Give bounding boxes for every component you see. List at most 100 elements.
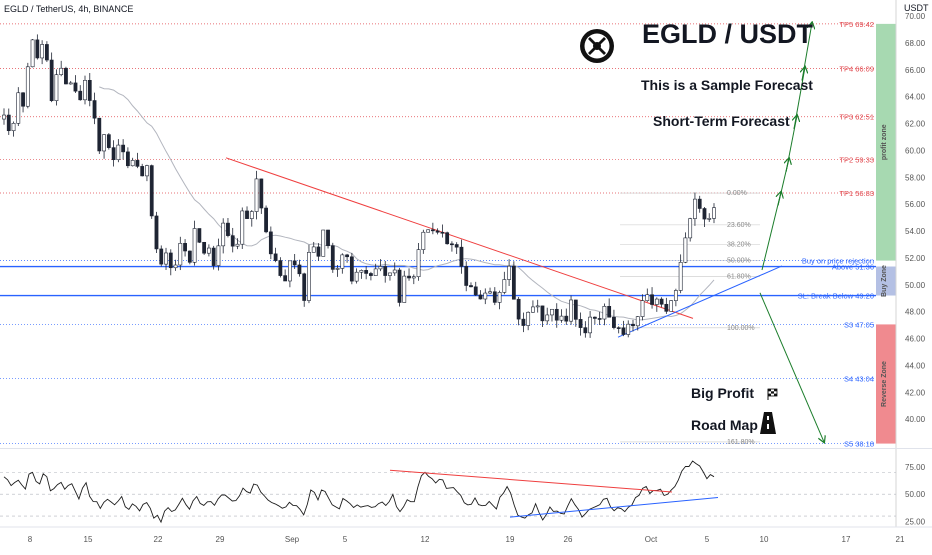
candle-body [616,327,621,329]
fib-label: 0.00% [727,190,747,197]
y-tick-label: 54.00 [905,227,926,236]
chart-title: EGLD / USDT [642,19,814,49]
candle-body [545,314,550,322]
level-label-sl-break-below-49-20: SL: Break Below 49.20 [798,292,874,301]
sample-forecast-label: This is a Sample Forecast [641,77,813,93]
candle-body [92,100,97,119]
zone-profit-zone [876,23,896,261]
x-tick-label: 5 [705,535,710,544]
candle-body [478,294,483,300]
candle-body [535,305,540,308]
x-tick-label: 21 [896,535,905,544]
currency-label: USDT [904,3,929,13]
candle-body [268,231,273,255]
candle-body [559,315,564,321]
candle-body [78,90,83,101]
fib-label: 161.80% [727,439,755,446]
candle-body [330,245,335,270]
candle-body [125,151,130,167]
chart-header: EGLD / TetherUS, 4h, BINANCE [4,4,133,14]
candle-body [87,80,92,101]
candle-body [354,271,359,282]
y-tick-label: 52.00 [905,254,926,263]
level-label-s3-47-05: S3 47.05 [844,320,874,329]
candle-body [264,207,268,233]
candle-body [373,268,378,276]
fib-label: 100.00% [727,325,755,332]
candle-body [206,247,211,254]
candle-body [659,298,664,305]
candle-body [569,299,573,322]
candle-body [683,237,688,263]
candle-body [693,198,697,219]
candle-body [159,248,164,265]
candle-body [35,39,40,59]
candle-body [297,264,302,275]
candle-body [640,300,645,317]
candle-body [21,92,25,107]
candle-body [392,269,397,274]
candle-body [602,306,607,320]
candle-body [283,275,288,282]
candle-body [430,229,435,232]
candle-body [531,306,535,313]
candle-body [573,299,578,320]
candle-body [192,228,197,263]
zone-buy-zone [876,266,896,296]
candle-body [64,67,68,85]
candle-body [550,308,554,316]
candle-body [30,39,35,68]
candle-body [435,230,440,233]
candle-body [364,270,369,274]
level-label-tp2-59-33: TP2 59.33 [839,155,874,164]
candle-body [187,250,192,263]
candle-body [230,235,235,247]
candle-body [612,316,616,328]
candle-body [626,323,631,335]
candle-body [669,300,674,312]
uptrend-line [617,265,783,338]
candle-body [178,243,183,266]
y-tick-label: 42.00 [905,388,926,397]
candle-body [102,134,106,152]
candle-body [378,266,383,270]
rsi-downtrend-line [389,469,673,493]
candle-body [454,244,459,248]
candle-body [149,165,154,217]
candle-body [307,252,311,301]
candle-body [135,160,140,167]
rsi-uptrend-line [509,497,719,518]
candle-body [421,231,426,250]
candle-body [249,211,254,219]
x-tick-label: 22 [154,535,163,544]
x-tick-label: Oct [645,535,658,544]
candle-body [540,305,545,322]
level-label-tp4-66-09: TP4 66.09 [839,65,874,74]
big-profit-label: Big Profit [691,385,754,401]
candle-body [635,316,640,327]
candle-body [97,117,102,152]
candle-body [511,265,516,300]
candle-body [440,231,445,234]
candle-body [83,80,87,101]
candle-body [6,114,11,132]
candle-body [25,66,30,107]
candle-body [592,316,597,319]
fib-label: 61.80% [727,273,751,280]
y-tick-label: 50.00 [905,281,926,290]
y-tick-label: 62.00 [905,120,926,129]
candle-body [226,222,230,236]
x-tick-label: 10 [760,535,769,544]
x-tick-label: 8 [28,535,33,544]
candle-body [235,243,240,247]
zone-label: profit zone [881,124,888,160]
candle-body [245,210,249,219]
level-label-above-51-36: Above 51.36 [832,263,874,272]
candle-body [59,67,64,75]
x-tick-label: Sep [285,535,300,544]
candle-body [712,207,716,219]
level-label-buy-on-price-rejection: Buy on price rejection [802,257,874,266]
candle-body [397,269,402,303]
candle-body [302,273,307,301]
